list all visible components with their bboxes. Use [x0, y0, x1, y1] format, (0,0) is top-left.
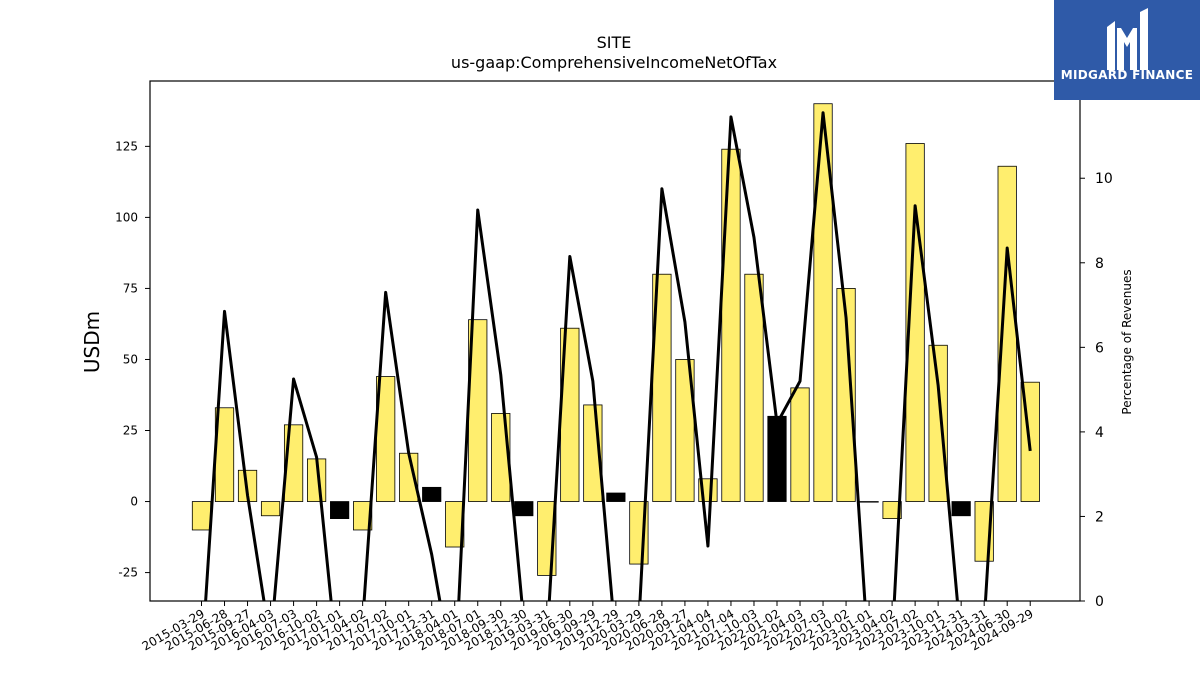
plot-frame — [150, 81, 1080, 601]
bar-2021-10-03 — [745, 274, 763, 501]
y-tick-label: 0 — [130, 495, 138, 509]
y-tick-label: 100 — [115, 210, 138, 224]
y-axis-label: USDm — [80, 311, 104, 373]
y2-tick-label: 0 — [1095, 594, 1104, 610]
bar-2023-10-01 — [929, 345, 947, 501]
chart-subtitle: us-gaap:ComprehensiveIncomeNetOfTax — [451, 53, 777, 72]
y-tick-label: 50 — [123, 352, 138, 366]
y2-tick-label: 4 — [1095, 425, 1104, 441]
bar-2023-01-01 — [860, 502, 878, 503]
y2-tick-label: 2 — [1095, 509, 1104, 525]
bar-2021-07-04 — [722, 149, 740, 501]
bar-2017-01-01 — [330, 502, 348, 519]
bar-2017-12-31 — [423, 487, 441, 501]
bar-2022-01-02 — [768, 416, 786, 501]
y-tick-label: 25 — [123, 424, 138, 438]
bar-series — [192, 104, 1039, 576]
y2-axis-label: Percentage of Revenues — [1120, 269, 1134, 414]
chart-title: SITE — [597, 33, 632, 52]
bar-2023-12-31 — [952, 502, 970, 516]
y-tick-label: 75 — [123, 281, 138, 295]
logo-mark-icon — [1054, 0, 1200, 70]
bar-2022-04-03 — [791, 388, 809, 502]
y-tick-label: -25 — [118, 566, 138, 580]
y2-tick-label: 6 — [1095, 340, 1104, 356]
bar-2019-12-29 — [607, 493, 625, 502]
bar-2016-04-03 — [261, 502, 279, 516]
y-tick-label: 125 — [115, 139, 138, 153]
logo-text: MIDGARD FINANCE — [1054, 68, 1200, 82]
axes: -2502550751001250246810122015-03-292015-… — [115, 81, 1113, 653]
midgard-finance-logo: MIDGARD FINANCE — [1054, 0, 1200, 100]
y2-tick-label: 10 — [1095, 171, 1113, 187]
bar-2018-12-30 — [515, 502, 533, 516]
y2-tick-label: 8 — [1095, 256, 1104, 272]
bar-2015-03-29 — [192, 502, 210, 530]
